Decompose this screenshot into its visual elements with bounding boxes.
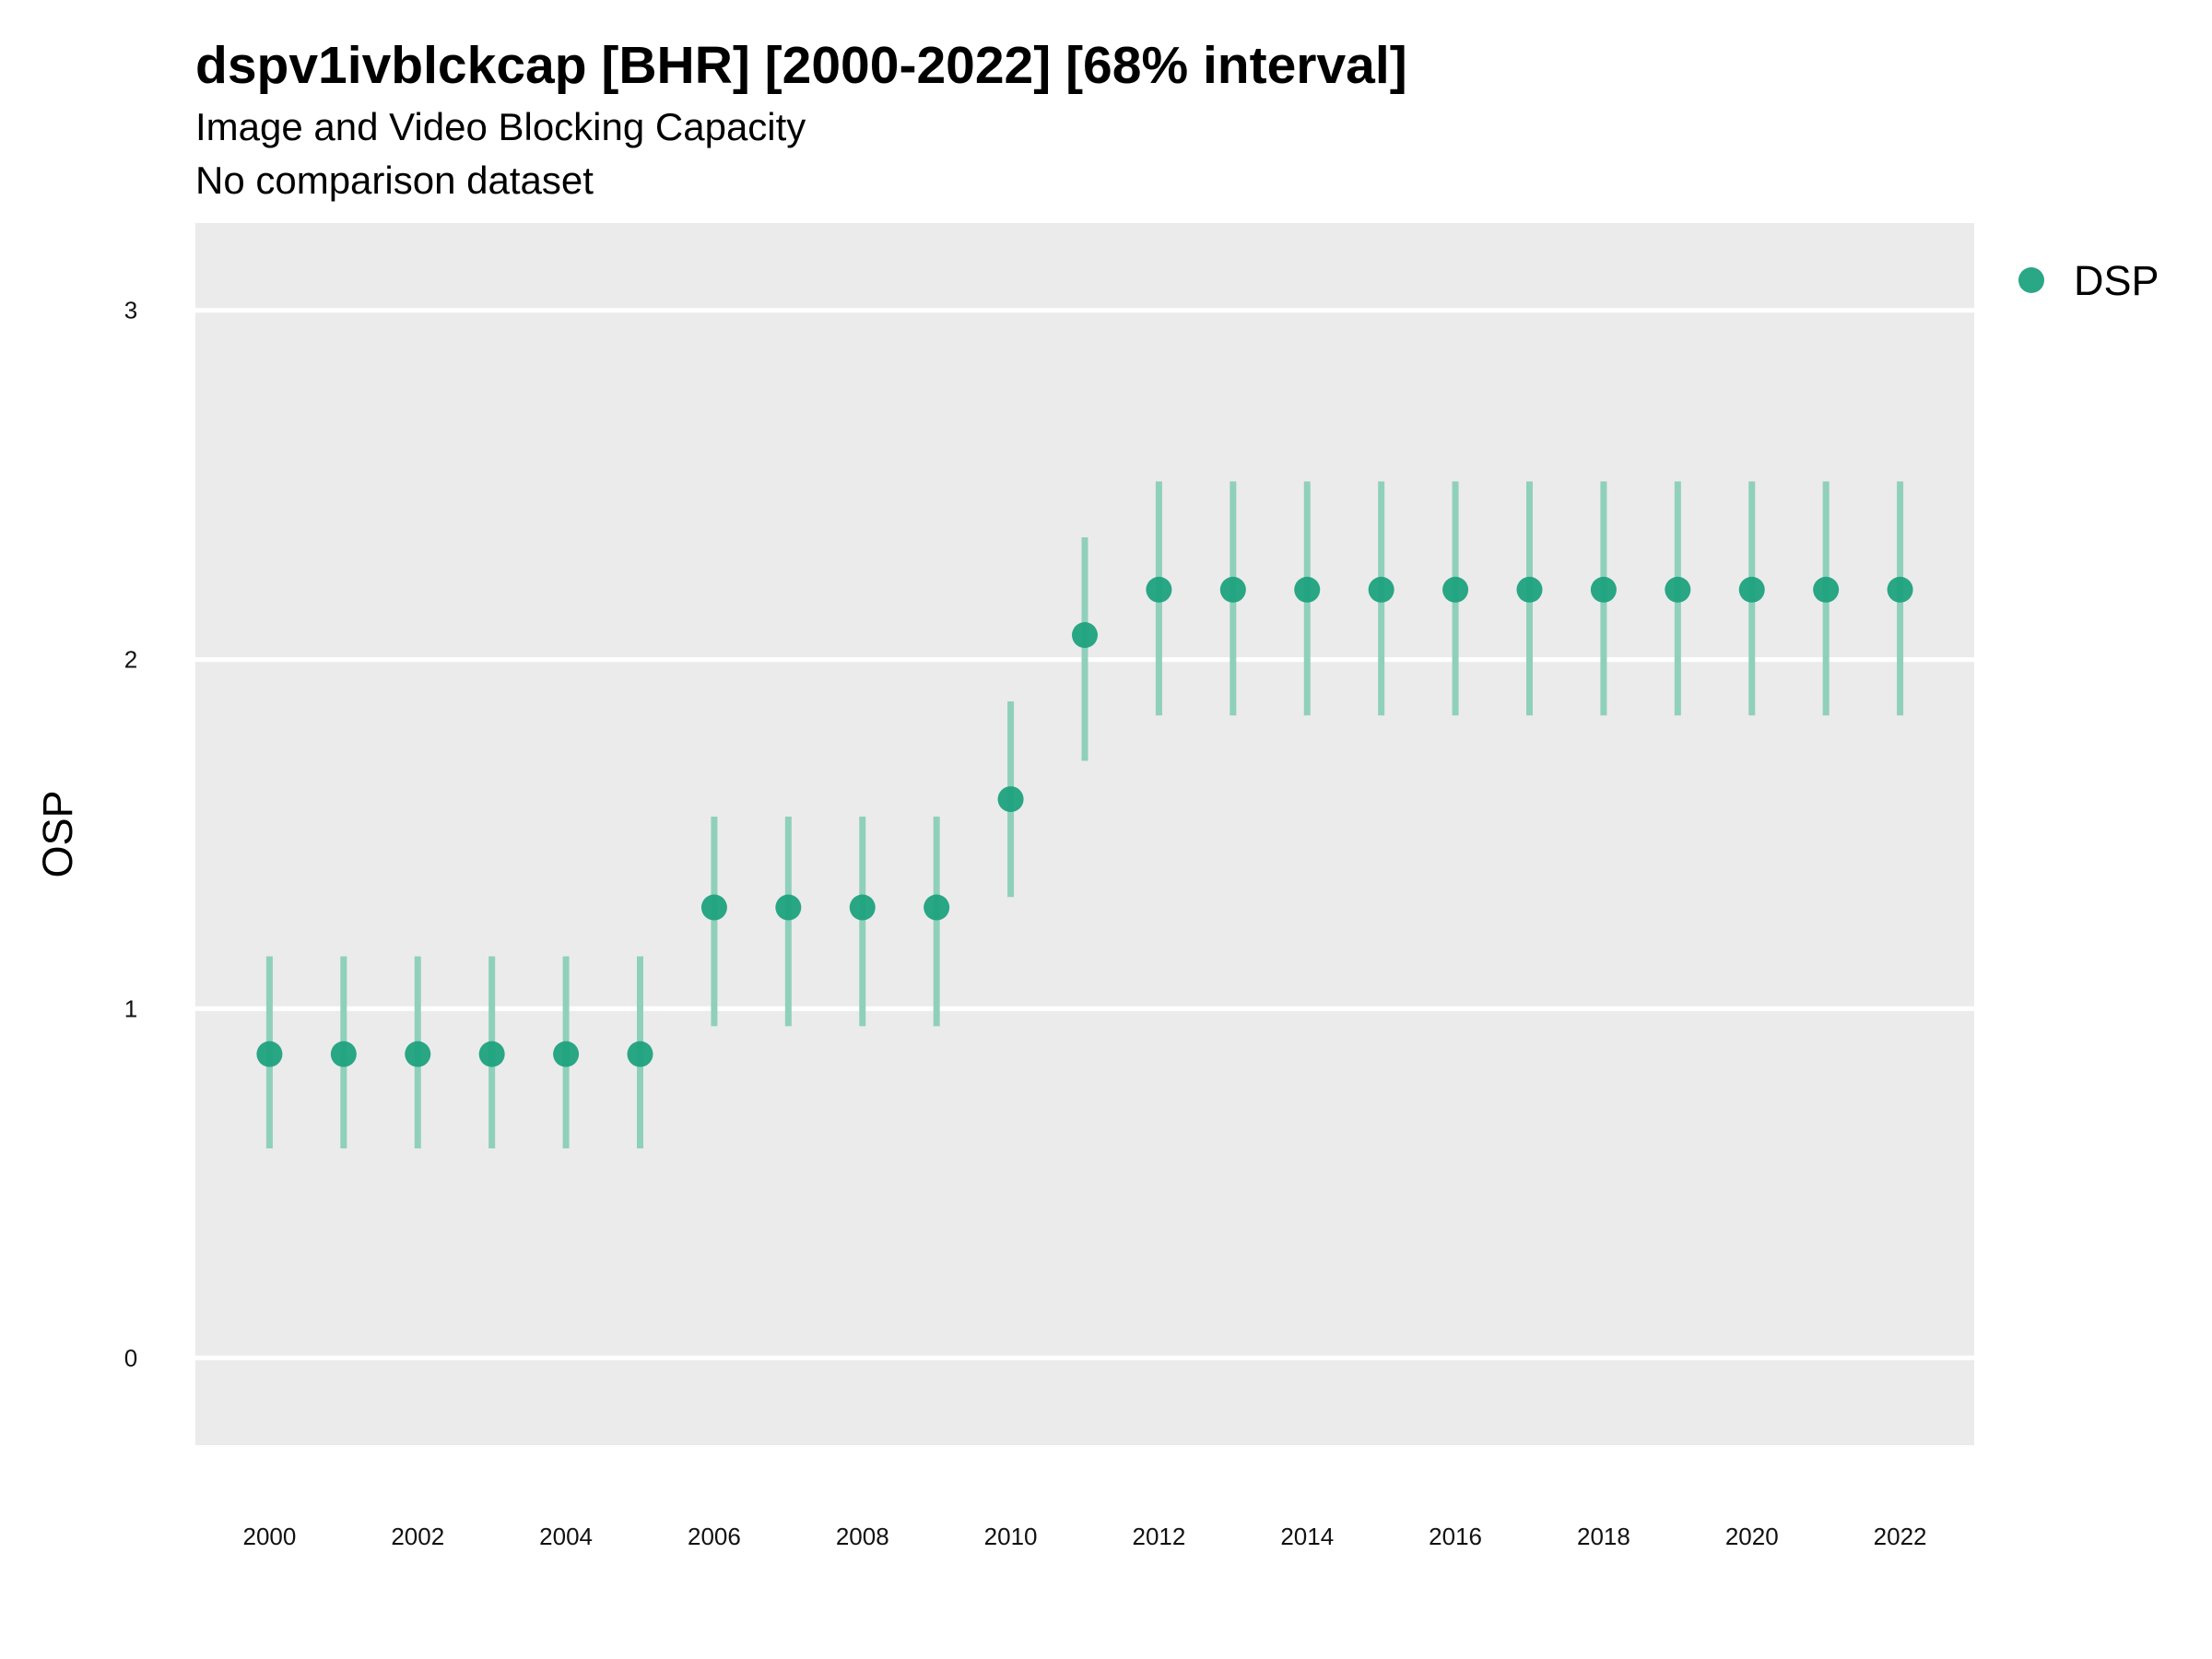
x-tick-label: 2020 <box>1725 1523 1779 1550</box>
data-point <box>1146 576 1172 603</box>
data-point <box>1738 576 1765 603</box>
x-tick-label: 2006 <box>688 1523 741 1550</box>
x-tick-label: 2004 <box>539 1523 593 1550</box>
data-point <box>1516 576 1543 603</box>
y-axis-label: OSP <box>34 790 81 877</box>
data-point <box>775 894 802 921</box>
data-point <box>849 894 876 921</box>
x-tick-label: 2010 <box>984 1523 1038 1550</box>
data-point <box>627 1041 653 1067</box>
legend-label-dsp: DSP <box>2074 257 2159 304</box>
data-point <box>700 894 727 921</box>
data-point <box>997 786 1024 813</box>
y-tick-label: 2 <box>124 646 137 674</box>
legend: DSP <box>2018 257 2159 304</box>
data-point <box>1887 576 1913 603</box>
data-point <box>1294 576 1321 603</box>
data-point <box>1072 622 1098 649</box>
data-point <box>924 894 950 921</box>
data-point <box>1368 576 1394 603</box>
data-point <box>1590 576 1617 603</box>
x-tick-label: 2014 <box>1280 1523 1334 1550</box>
data-point <box>478 1041 505 1067</box>
x-tick-label: 2012 <box>1132 1523 1185 1550</box>
y-tick-label: 1 <box>124 994 137 1022</box>
data-point <box>256 1041 283 1067</box>
chart-subtitle: Image and Video Blocking Capacity <box>195 105 806 148</box>
data-point <box>1442 576 1469 603</box>
plot-panel <box>195 223 1974 1445</box>
data-point <box>553 1041 580 1067</box>
y-axis-ticks: 0 1 2 3 <box>124 297 137 1372</box>
chart-caption: No comparison dataset <box>195 159 594 202</box>
y-tick-label: 3 <box>124 297 137 324</box>
y-tick-label: 0 <box>124 1344 137 1371</box>
x-tick-label: 2002 <box>391 1523 444 1550</box>
chart-title: dspv1ivblckcap [BHR] [2000-2022] [68% in… <box>195 36 1407 95</box>
data-point <box>1219 576 1246 603</box>
x-tick-label: 2018 <box>1577 1523 1630 1550</box>
data-point <box>1665 576 1691 603</box>
x-tick-label: 2016 <box>1429 1523 1482 1550</box>
x-axis-ticks: 2000 2002 2004 2006 2008 2010 2012 2014 2016 2018… <box>242 1523 1926 1550</box>
data-point <box>1813 576 1840 603</box>
data-points <box>256 576 1913 1067</box>
data-point <box>330 1041 357 1067</box>
legend-key-dsp <box>2018 267 2044 293</box>
x-tick-label: 2000 <box>242 1523 296 1550</box>
x-tick-label: 2008 <box>836 1523 889 1550</box>
data-point <box>405 1041 431 1067</box>
x-tick-label: 2022 <box>1874 1523 1927 1550</box>
